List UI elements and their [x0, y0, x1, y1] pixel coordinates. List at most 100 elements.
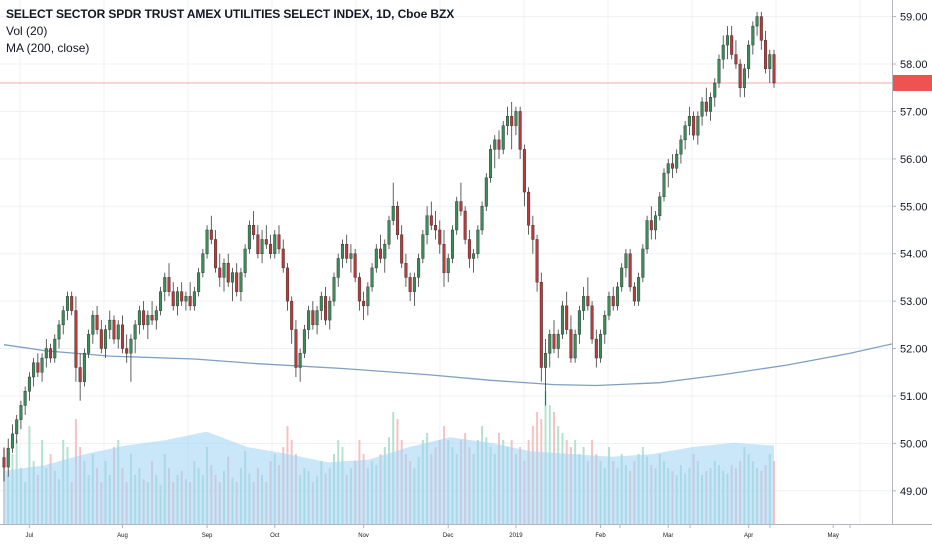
candle-body: [421, 234, 425, 259]
candle: [82, 348, 86, 387]
candle: [467, 229, 471, 268]
candle-body: [472, 253, 476, 259]
candle-body: [129, 338, 133, 354]
candle-body: [544, 353, 548, 368]
candle: [425, 206, 429, 245]
candle-body: [32, 362, 36, 378]
price-tick-label: 54.00: [900, 249, 928, 261]
candle: [125, 334, 129, 363]
candle: [27, 372, 31, 401]
price-axis[interactable]: 49.00 50.00 51.00 52.00 53.00 54.00 55.00 56.00…: [892, 0, 932, 550]
current-price-tag: [893, 74, 932, 91]
candle-body: [10, 433, 14, 449]
candle: [412, 272, 416, 306]
time-tick-label: Feb: [595, 533, 606, 539]
candle: [489, 144, 493, 183]
candle: [725, 26, 729, 60]
candle-body: [535, 239, 539, 283]
candle-body: [586, 296, 590, 307]
candle: [61, 305, 65, 335]
indicator-ma[interactable]: MA (200, close): [6, 41, 90, 55]
candle: [522, 144, 526, 207]
candle-body: [222, 262, 226, 278]
time-tick-label: Jul: [26, 533, 34, 539]
candle: [336, 253, 340, 287]
candle-body: [637, 277, 641, 302]
candle: [446, 253, 450, 283]
price-tick-label: 59.00: [900, 12, 928, 24]
candle: [36, 353, 40, 377]
candle-body: [738, 63, 742, 88]
candle-body: [734, 54, 738, 65]
candle: [632, 282, 636, 306]
candle-body: [747, 44, 751, 69]
candle-body: [133, 324, 137, 340]
candle: [759, 11, 763, 50]
candle: [713, 78, 717, 107]
candle: [324, 286, 328, 325]
candle-body: [412, 277, 416, 292]
candle-body: [599, 334, 603, 359]
candle: [120, 315, 124, 354]
candle-body: [755, 16, 759, 27]
candle: [463, 206, 467, 245]
candle-body: [438, 229, 442, 245]
candle-body: [290, 300, 294, 330]
candle: [57, 320, 61, 349]
candle: [40, 353, 44, 382]
candle: [535, 234, 539, 292]
candle-body: [328, 300, 332, 321]
candle-body: [434, 225, 438, 231]
candle: [569, 315, 573, 363]
candle-body: [332, 277, 336, 302]
candle: [74, 296, 78, 382]
candle: [755, 11, 759, 36]
candle-body: [611, 296, 615, 307]
candle: [379, 234, 383, 264]
candle: [370, 263, 374, 292]
price-tick-label: 53.00: [900, 296, 928, 308]
candle-body: [74, 310, 78, 368]
candle-body: [146, 315, 150, 326]
candle-body: [142, 310, 146, 326]
candle-body: [391, 206, 395, 221]
candle: [620, 263, 624, 292]
candle: [679, 135, 683, 164]
candle: [10, 424, 14, 453]
candle-body: [65, 296, 69, 311]
candle-body: [6, 447, 10, 468]
candle: [704, 87, 708, 117]
candle-body: [501, 125, 505, 150]
candle-body: [345, 244, 349, 259]
candle: [290, 296, 294, 344]
candle-body: [442, 244, 446, 273]
candle-body: [565, 305, 569, 330]
candle: [434, 211, 438, 240]
candle: [163, 272, 167, 302]
candle-body: [624, 253, 628, 269]
candle: [484, 173, 488, 212]
candle: [480, 201, 484, 235]
candle: [607, 291, 611, 321]
candle: [188, 282, 192, 311]
candle-body: [273, 234, 277, 254]
candle-body: [120, 324, 124, 349]
candle: [505, 106, 509, 136]
candle: [95, 305, 99, 335]
candle-body: [87, 334, 91, 354]
candle: [544, 339, 548, 406]
candle: [590, 301, 594, 344]
price-tick-label: 52.00: [900, 344, 928, 356]
indicator-volume[interactable]: Vol (20): [6, 24, 48, 38]
candle: [747, 40, 751, 79]
candle-body: [582, 296, 586, 311]
candle-body: [628, 253, 632, 288]
candle-body: [188, 296, 192, 307]
time-axis[interactable]: Jul Aug Sep Oct Nov Dec 2019 Feb Mar Apr May: [0, 524, 932, 550]
candle: [116, 320, 120, 349]
candle-body: [670, 163, 674, 169]
candle: [527, 187, 531, 235]
time-tick-label: May: [828, 533, 839, 539]
